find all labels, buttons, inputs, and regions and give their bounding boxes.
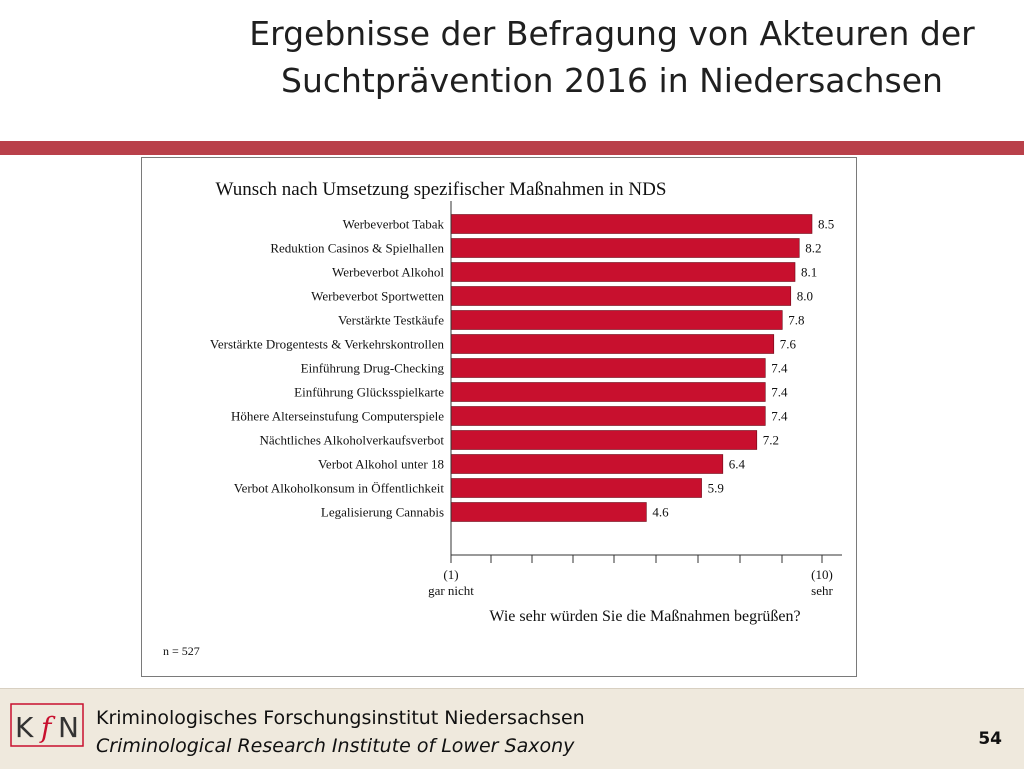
bar — [450, 406, 766, 426]
value-label: 8.1 — [801, 265, 817, 280]
bar — [450, 286, 792, 306]
footer: K f N Kriminologisches Forschungsinstitu… — [0, 688, 1024, 769]
x-tick-low-label: gar nicht — [428, 583, 474, 598]
x-axis-label: Wie sehr würden Sie die Maßnahmen begrüß… — [489, 608, 800, 625]
value-label: 5.9 — [708, 481, 724, 496]
bar — [450, 454, 724, 474]
bar — [450, 310, 783, 330]
value-label: 8.0 — [797, 289, 813, 304]
category-label: Verbot Alkohol unter 18 — [318, 457, 444, 472]
category-label: Einführung Glücksspielkarte — [294, 385, 444, 400]
x-tick-high-label: sehr — [811, 583, 833, 598]
page-number: 54 — [978, 729, 1002, 749]
category-label: Einführung Drug-Checking — [301, 361, 445, 376]
category-label: Reduktion Casinos & Spielhallen — [270, 241, 444, 256]
bar — [450, 430, 758, 450]
bar — [450, 382, 766, 402]
bar — [450, 238, 800, 258]
slide-title: Ergebnisse der Befragung von Akteuren de… — [200, 10, 1024, 104]
institute-name-en: Criminological Research Institute of Low… — [96, 735, 575, 757]
category-label: Verbot Alkoholkonsum in Öffentlichkeit — [234, 481, 445, 496]
value-label: 7.8 — [788, 313, 804, 328]
svg-text:N: N — [58, 711, 79, 744]
bar — [450, 502, 647, 522]
value-label: 7.6 — [780, 337, 797, 352]
slide-title-line-1: Ergebnisse der Befragung von Akteuren de… — [249, 14, 975, 53]
value-label: 7.4 — [771, 361, 788, 376]
bar — [450, 358, 766, 378]
category-label: Legalisierung Cannabis — [321, 505, 444, 520]
institute-name-de: Kriminologisches Forschungsinstitut Nied… — [96, 707, 585, 729]
value-label: 8.2 — [805, 241, 821, 256]
kfn-logo: K f N — [10, 703, 84, 747]
slide-title-line-2: Suchtprävention 2016 in Niedersachsen — [281, 61, 943, 100]
category-label: Verstärkte Drogentests & Verkehrskontrol… — [210, 337, 445, 352]
bar — [450, 334, 775, 354]
category-label: Werbeverbot Sportwetten — [311, 289, 444, 304]
svg-text:f: f — [39, 711, 56, 744]
category-label: Werbeverbot Tabak — [343, 217, 445, 232]
value-label: 6.4 — [729, 457, 746, 472]
value-label: 7.2 — [763, 433, 779, 448]
category-label: Werbeverbot Alkohol — [332, 265, 444, 280]
x-tick-high: (10) — [811, 567, 833, 582]
sample-size-note: n = 527 — [163, 644, 200, 658]
x-ticks-group — [450, 555, 823, 563]
bars-group: Werbeverbot Tabak 8.5 Reduktion Casinos & … — [210, 214, 834, 522]
chart-frame: Wunsch nach Umsetzung spezifischer Maßna… — [141, 157, 857, 677]
category-label: Höhere Alterseinstufung Computerspiele — [231, 409, 444, 424]
bar — [450, 478, 702, 498]
chart-title: Wunsch nach Umsetzung spezifischer Maßna… — [216, 179, 667, 200]
svg-text:K: K — [15, 711, 34, 744]
value-label: 7.4 — [771, 409, 788, 424]
category-label: Verstärkte Testkäufe — [338, 313, 444, 328]
accent-band — [0, 141, 1024, 155]
bar — [450, 262, 796, 282]
value-label: 4.6 — [652, 505, 669, 520]
bar-chart: Wunsch nach Umsetzung spezifischer Maßna… — [163, 179, 842, 658]
value-label: 8.5 — [818, 217, 834, 232]
value-label: 7.4 — [771, 385, 788, 400]
x-tick-low: (1) — [443, 567, 458, 582]
bar — [450, 214, 813, 234]
category-label: Nächtliches Alkoholverkaufsverbot — [260, 433, 445, 448]
